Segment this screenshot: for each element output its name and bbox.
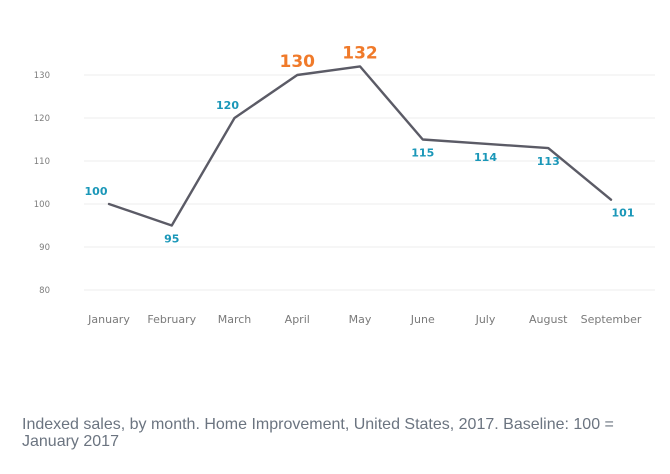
data-label: 120 [216,99,239,112]
series-line [107,65,613,227]
x-axis-ticks: January February March April May June July Augu… [87,313,642,326]
x-tick-label: June [410,313,435,326]
x-tick-label: April [285,313,310,326]
y-tick-label: 110 [34,157,50,167]
gridlines [84,74,655,291]
data-label: 101 [612,207,635,220]
x-tick-label: July [475,313,496,326]
x-tick-label: May [349,313,372,326]
data-labels: 100 95 120 130 132 115 114 113 101 [85,43,635,245]
x-tick-label: September [581,313,642,326]
y-tick-label: 130 [34,71,50,81]
chart-caption: Indexed sales, by month. Home Improvemen… [22,416,614,450]
y-tick-label: 90 [39,243,50,253]
line-chart: 80 90 100 110 120 130 January February March Apr… [34,43,655,326]
x-tick-label: February [147,313,196,326]
series-layer [107,65,613,227]
y-tick-label: 120 [34,114,50,124]
x-tick-label: March [218,313,252,326]
data-label: 114 [474,151,497,164]
x-tick-label: August [529,313,568,326]
y-tick-label: 80 [39,286,50,296]
data-label: 130 [280,52,316,72]
y-tick-label: 100 [34,200,50,210]
x-tick-label: January [87,313,130,326]
data-label: 113 [537,155,560,168]
data-label: 132 [342,43,378,63]
data-label: 95 [164,233,179,246]
data-label: 115 [411,147,434,160]
data-label: 100 [85,185,108,198]
y-axis-ticks: 80 90 100 110 120 130 [34,71,50,296]
